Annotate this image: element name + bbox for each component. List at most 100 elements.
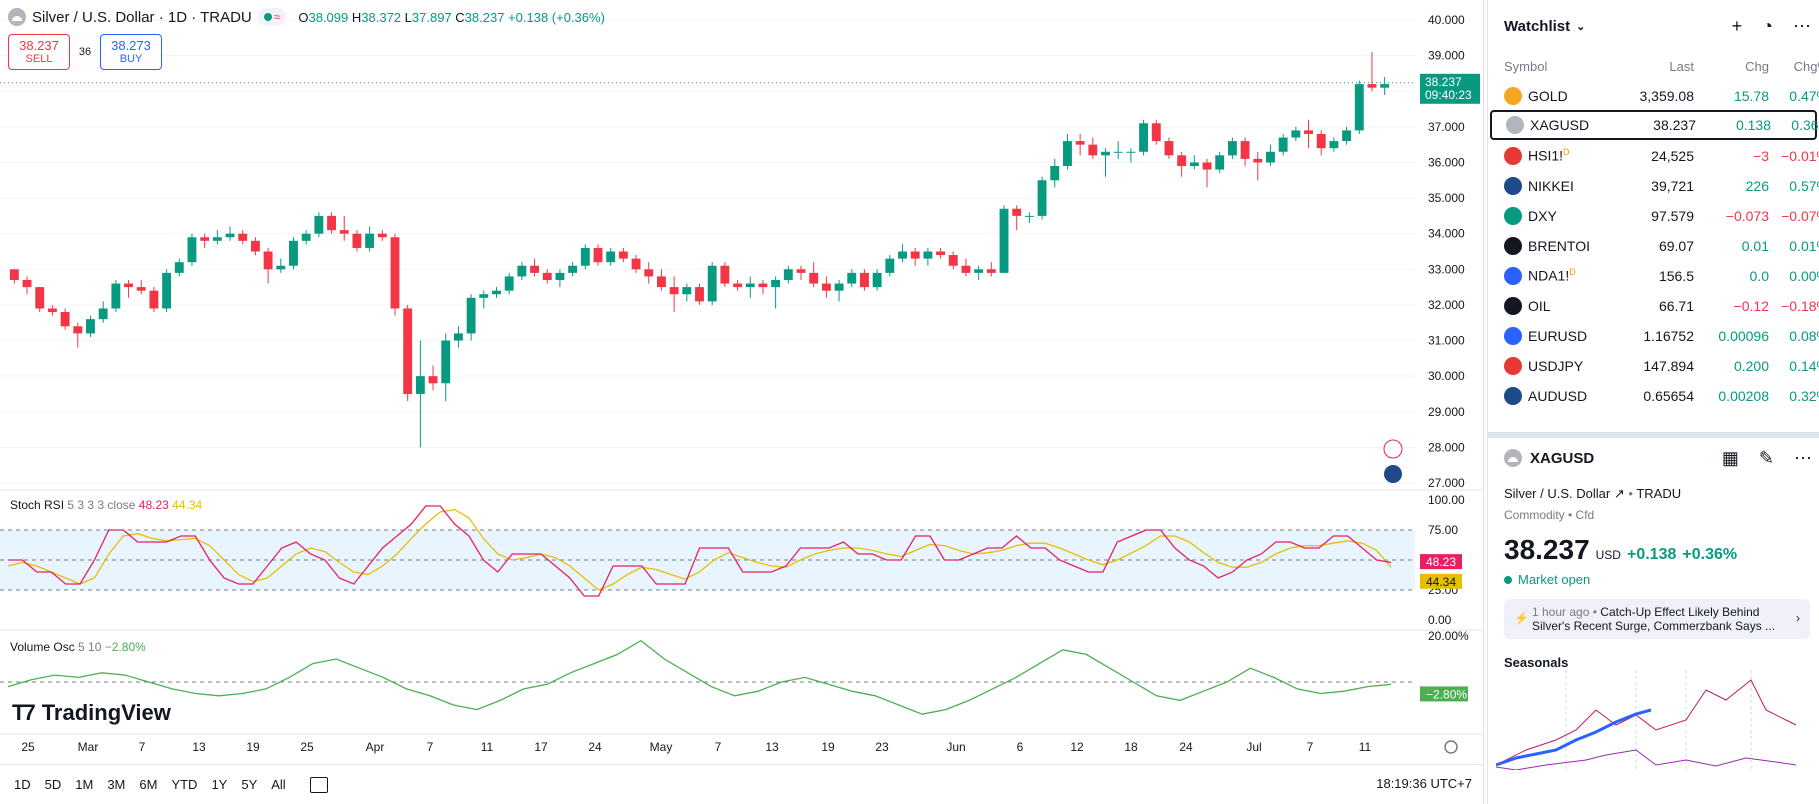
candle-body[interactable] (289, 240, 298, 266)
candle-body[interactable] (73, 326, 83, 334)
candle-body[interactable] (9, 269, 19, 280)
chart-title[interactable]: Silver / U.S. Dollar · 1D · TRADU (32, 8, 252, 26)
candle-body[interactable] (682, 287, 692, 295)
candle-body[interactable] (720, 265, 730, 284)
seasonals-chart[interactable] (1495, 670, 1816, 771)
candle-body[interactable] (707, 265, 717, 302)
candle-body[interactable] (212, 237, 222, 241)
watchlist-row[interactable]: USDJPY 147.894 0.200 0.14% (1488, 350, 1819, 380)
range-5y[interactable]: 5Y (241, 777, 258, 792)
buy-button[interactable]: 38.273 BUY (100, 34, 162, 70)
candle-body[interactable] (504, 276, 514, 291)
add-symbol-icon[interactable]: + (1731, 15, 1743, 36)
candle-body[interactable] (1113, 151, 1123, 153)
candle-body[interactable] (200, 237, 210, 241)
candle-body[interactable] (1164, 141, 1174, 156)
edit-icon[interactable]: ✎ (1758, 447, 1774, 468)
range-1m[interactable]: 1M (75, 777, 94, 792)
candle-body[interactable] (47, 308, 57, 313)
details-name[interactable]: Silver / U.S. Dollar (1504, 486, 1611, 501)
candle-body[interactable] (936, 251, 946, 256)
candle-body[interactable] (1139, 123, 1149, 152)
candle-body[interactable] (263, 251, 273, 270)
candle-body[interactable] (644, 269, 654, 277)
candle-body[interactable] (365, 233, 375, 248)
candle-body[interactable] (618, 251, 628, 259)
candle-body[interactable] (1291, 130, 1301, 138)
candle-body[interactable] (910, 251, 920, 259)
grid-view-icon[interactable]: ▦ (1721, 447, 1739, 468)
candle-body[interactable] (403, 308, 413, 394)
candle-body[interactable] (986, 269, 996, 273)
chevron-down-icon[interactable]: ⌄ (1576, 20, 1586, 33)
watchlist-row[interactable]: DXY 97.579 −0.073 −0.07% (1488, 200, 1819, 230)
candle-body[interactable] (1253, 158, 1263, 163)
candle-body[interactable] (517, 265, 527, 277)
candle-body[interactable] (834, 283, 844, 291)
candle-body[interactable] (669, 287, 679, 295)
candle-body[interactable] (1266, 151, 1275, 163)
candle-body[interactable] (530, 265, 539, 273)
candle-body[interactable] (86, 319, 95, 334)
candle-body[interactable] (1342, 130, 1352, 142)
candle-body[interactable] (542, 272, 552, 280)
range-3m[interactable]: 3M (107, 777, 126, 792)
more-icon[interactable]: ⋯ (1793, 15, 1811, 36)
candle-body[interactable] (1151, 123, 1161, 142)
candle-body[interactable] (593, 247, 603, 263)
candle-body[interactable] (492, 290, 501, 295)
candle-body[interactable] (1304, 130, 1313, 134)
candle-body[interactable] (809, 272, 819, 284)
candle-body[interactable] (314, 215, 324, 234)
candle-body[interactable] (327, 215, 336, 231)
candle-body[interactable] (758, 283, 768, 288)
candle-body[interactable] (1126, 151, 1136, 153)
candle-body[interactable] (1240, 141, 1250, 159)
candle-body[interactable] (771, 279, 781, 288)
advanced-view-icon[interactable]: ◔ (1762, 15, 1773, 36)
col-chg-pct[interactable]: Chg% (1793, 58, 1819, 74)
candle-body[interactable] (136, 287, 146, 291)
candle-body[interactable] (1063, 141, 1072, 167)
candle-body[interactable] (390, 237, 400, 309)
candle-body[interactable] (796, 269, 806, 273)
candle-body[interactable] (1075, 141, 1085, 145)
external-link-icon[interactable]: ↗ (1613, 486, 1625, 501)
watchlist-title[interactable]: Watchlist (1504, 17, 1571, 35)
sell-button[interactable]: 38.237 SELL (8, 34, 70, 70)
candle-body[interactable] (479, 294, 489, 298)
candle-body[interactable] (1367, 84, 1377, 88)
details-symbol[interactable]: XAGUSD (1530, 449, 1595, 467)
candle-body[interactable] (1177, 155, 1187, 167)
flash-news-icon[interactable] (1383, 439, 1403, 459)
candle-body[interactable] (187, 237, 197, 263)
candle-body[interactable] (1189, 162, 1199, 167)
last-price-badge[interactable] (1420, 73, 1480, 104)
more-icon[interactable]: ⋯ (1794, 447, 1812, 468)
candle-body[interactable] (453, 333, 463, 341)
candle-body[interactable] (974, 269, 984, 273)
goto-date-icon[interactable] (309, 776, 328, 793)
col-last[interactable]: Last (1669, 58, 1694, 74)
range-all[interactable]: All (271, 777, 286, 792)
candle-body[interactable] (35, 287, 45, 309)
settings-icon[interactable] (1444, 740, 1458, 754)
candle-body[interactable] (1101, 151, 1110, 156)
candle-body[interactable] (923, 251, 933, 259)
candle-body[interactable] (1227, 141, 1237, 156)
candle-body[interactable] (580, 247, 590, 266)
watchlist-row[interactable]: EURUSD 1.16752 0.00096 0.08% (1488, 320, 1819, 350)
candle-body[interactable] (1202, 162, 1212, 170)
candle-body[interactable] (22, 279, 32, 288)
candle-body[interactable] (999, 208, 1009, 273)
watchlist-row[interactable]: OIL 66.71 −0.12 −0.18% (1488, 290, 1819, 320)
col-chg[interactable]: Chg (1745, 58, 1769, 74)
tradingview-logo[interactable]: T7 TradingView (12, 700, 171, 726)
candle-body[interactable] (174, 262, 184, 273)
watchlist-row[interactable]: GOLD 3,359.08 15.78 0.47% (1488, 80, 1819, 110)
candle-body[interactable] (948, 255, 958, 266)
candle-body[interactable] (162, 272, 172, 309)
candle-body[interactable] (1380, 84, 1390, 88)
candle-body[interactable] (606, 251, 616, 263)
chart-svg[interactable]: 40.00039.00038.00037.00036.00035.00034.0… (0, 0, 1484, 764)
